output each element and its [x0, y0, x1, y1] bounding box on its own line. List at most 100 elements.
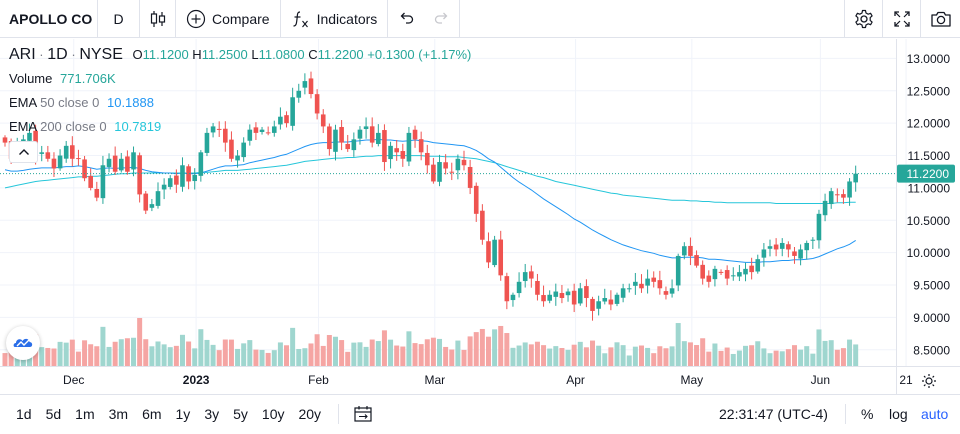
- volume-bar: [779, 351, 785, 366]
- candle-body: [786, 244, 791, 250]
- volume-bar: [669, 346, 675, 366]
- candle-body: [443, 162, 448, 169]
- price-axis[interactable]: [896, 39, 960, 366]
- candle-body: [345, 143, 351, 150]
- volume-bar: [541, 345, 547, 366]
- range-button-20y[interactable]: 20y: [298, 405, 322, 422]
- candle-body: [724, 270, 730, 279]
- ema50-value: 10.1888: [106, 95, 154, 110]
- plus-circle-icon: [186, 9, 206, 28]
- fullscreen-button[interactable]: [882, 0, 920, 38]
- price-tick-label: 12.5000: [907, 84, 951, 98]
- candle-body: [559, 293, 565, 299]
- volume-bar: [443, 346, 449, 366]
- price-chart[interactable]: 13.0000 12.5000 12.0000 11.5000 11.0000 10.50…: [0, 0, 960, 394]
- price-tick-label: 9.0000: [913, 311, 950, 325]
- volume-bar: [638, 345, 644, 366]
- volume-bar: [186, 341, 192, 366]
- candle-body: [70, 145, 75, 159]
- percent-toggle[interactable]: %: [861, 406, 874, 422]
- date-range-button[interactable]: [353, 405, 373, 423]
- candle-body: [498, 239, 504, 276]
- indicators-label: Indicators: [316, 10, 378, 27]
- candle-body: [235, 155, 240, 161]
- volume-bar: [706, 351, 712, 366]
- candle-body: [106, 158, 112, 167]
- last-price-label: 11.2200: [907, 167, 950, 181]
- range-button-10y[interactable]: 10y: [261, 405, 285, 422]
- volume-bar: [828, 340, 834, 366]
- tradingview-logo-button[interactable]: [6, 326, 40, 360]
- candle-body: [700, 264, 705, 279]
- volume-bar: [724, 347, 730, 366]
- symbol-search-button[interactable]: APOLLO CO: [0, 0, 98, 38]
- candle-body: [730, 275, 736, 277]
- volume-bar: [69, 339, 75, 366]
- screenshot-button[interactable]: [920, 0, 960, 38]
- chart-style-button[interactable]: [140, 0, 176, 38]
- ema200-legend-row[interactable]: EMA 200 close 0 10.7819: [9, 115, 471, 139]
- range-button-1m[interactable]: 1m: [75, 405, 95, 422]
- candle-body: [45, 152, 51, 159]
- time-tick-label: May: [681, 373, 704, 387]
- volume-bar: [516, 345, 522, 366]
- volume-legend-row[interactable]: Volume 771.706K: [9, 67, 471, 91]
- candle-body: [2, 137, 8, 143]
- candle-body: [351, 139, 357, 151]
- candle-body: [229, 139, 234, 159]
- interval-button[interactable]: D: [98, 0, 140, 38]
- volume-bar: [473, 332, 479, 366]
- volume-bar: [761, 348, 767, 366]
- volume-bar: [822, 340, 828, 366]
- price-tick-label: 10.5000: [907, 214, 951, 228]
- volume-bar: [853, 344, 859, 366]
- top-toolbar: APOLLO CO D Compare Indicators: [0, 0, 960, 38]
- candle-body: [284, 115, 289, 124]
- indicators-button[interactable]: Indicators: [281, 0, 389, 38]
- volume-bar: [608, 347, 614, 366]
- time-axis[interactable]: [0, 366, 960, 394]
- candle-body: [431, 164, 436, 182]
- volume-bar: [308, 343, 314, 366]
- bottom-divider-2: [845, 404, 846, 424]
- volume-bar: [228, 339, 234, 366]
- volume-bar: [449, 349, 455, 366]
- volume-bar: [369, 339, 375, 366]
- volume-bar: [63, 342, 69, 366]
- range-button-6m[interactable]: 6m: [142, 405, 162, 422]
- candle-body: [847, 181, 852, 198]
- range-button-1y[interactable]: 1y: [175, 405, 191, 422]
- auto-toggle[interactable]: auto: [921, 406, 949, 422]
- legend-collapse-button[interactable]: [9, 141, 38, 163]
- volume-value: 771.706K: [60, 71, 116, 86]
- candle-body: [180, 165, 185, 187]
- volume-bar: [2, 353, 8, 366]
- range-button-3y[interactable]: 3y: [204, 405, 220, 422]
- log-toggle[interactable]: log: [889, 406, 908, 422]
- volume-bar: [767, 353, 773, 366]
- axis-settings-button[interactable]: [896, 366, 960, 394]
- low-label: L: [251, 47, 259, 62]
- legend-exchange: NYSE: [79, 46, 123, 63]
- candle-body: [112, 155, 118, 172]
- candle-body: [253, 127, 259, 133]
- range-button-5d[interactable]: 5d: [45, 405, 62, 422]
- undo-button[interactable]: [388, 0, 424, 38]
- time-tick-label: Jun: [811, 373, 830, 387]
- settings-button[interactable]: [844, 0, 882, 38]
- compare-button[interactable]: Compare: [176, 0, 281, 38]
- volume-bar: [736, 350, 742, 366]
- ema50-path: [4, 138, 856, 263]
- range-button-3m[interactable]: 3m: [108, 405, 129, 422]
- range-button-5y[interactable]: 5y: [233, 405, 248, 422]
- legend-symbol[interactable]: ARI: [9, 46, 36, 63]
- range-button-1d[interactable]: 1d: [16, 405, 32, 422]
- candle-body: [718, 271, 724, 273]
- ema50-legend-row[interactable]: EMA 50 close 0 10.1888: [9, 91, 471, 115]
- clock-time[interactable]: 22:31:47 (UTC-4): [719, 406, 828, 422]
- redo-button[interactable]: [424, 0, 461, 38]
- candle-body: [510, 294, 516, 301]
- open-label: O: [132, 47, 143, 62]
- volume-bar: [534, 341, 540, 366]
- candle-body: [198, 152, 204, 176]
